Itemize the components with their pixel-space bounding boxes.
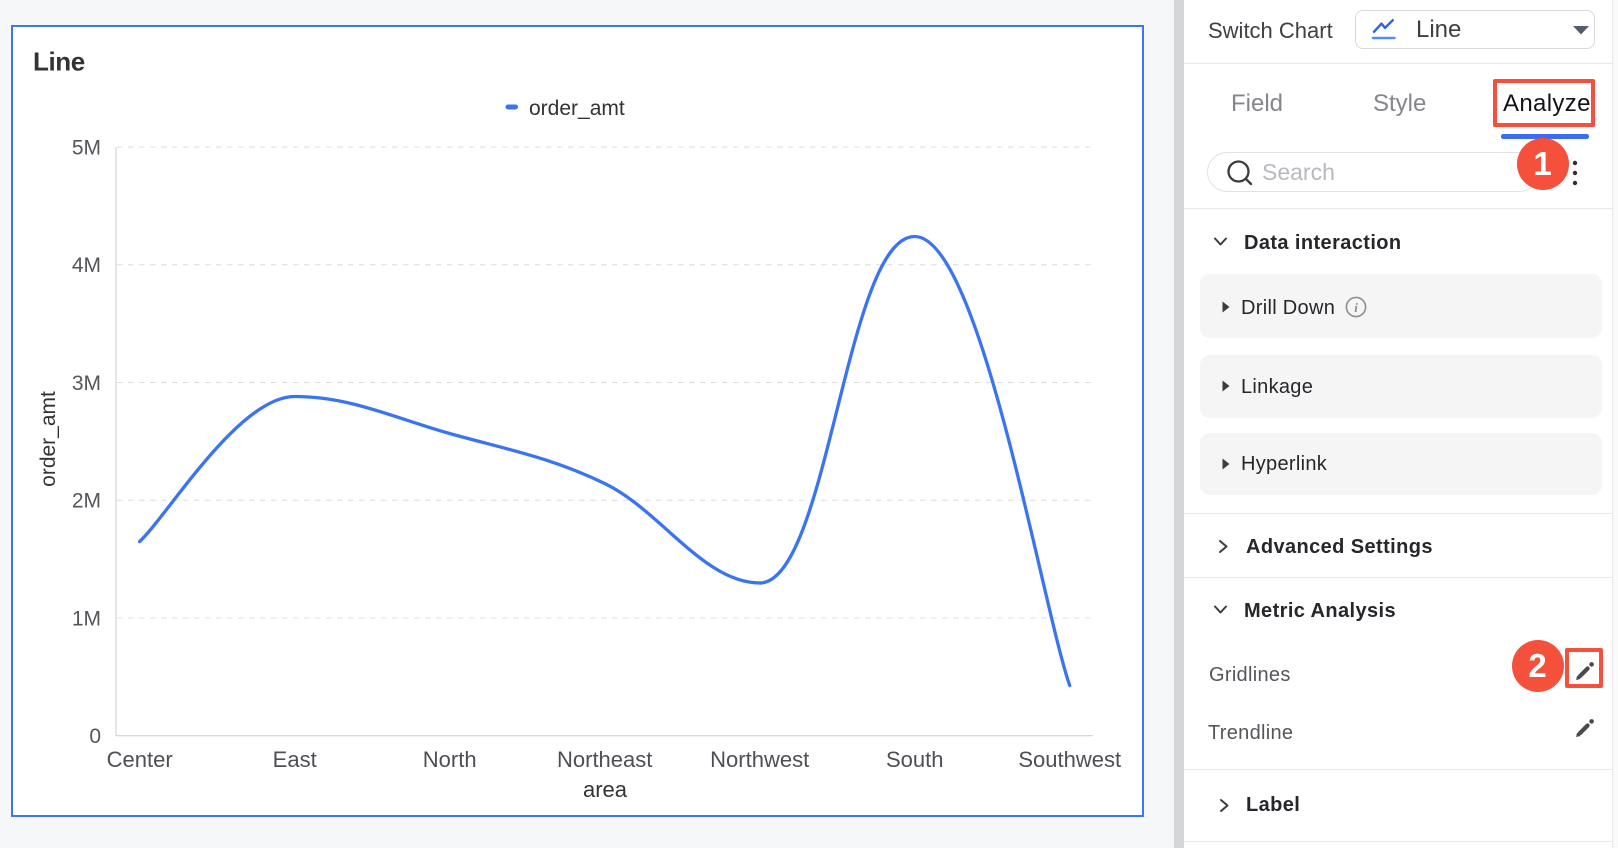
svg-text:North: North [423, 747, 477, 772]
svg-text:2M: 2M [72, 490, 101, 513]
svg-text:5M: 5M [72, 137, 101, 160]
svg-text:Northeast: Northeast [557, 747, 652, 772]
svg-text:4M: 4M [72, 254, 101, 277]
svg-text:Northwest: Northwest [710, 747, 809, 772]
svg-text:order_amt: order_amt [529, 97, 625, 120]
svg-text:East: East [273, 747, 317, 772]
svg-text:area: area [583, 777, 628, 802]
svg-text:Line: Line [33, 47, 85, 77]
svg-text:Southwest: Southwest [1018, 747, 1121, 772]
svg-text:Center: Center [107, 747, 173, 772]
svg-text:0: 0 [89, 725, 101, 748]
svg-text:i: i [1354, 300, 1358, 315]
svg-text:order_amt: order_amt [37, 391, 60, 487]
svg-text:3M: 3M [72, 372, 101, 395]
svg-text:South: South [886, 747, 944, 772]
svg-text:1M: 1M [72, 608, 101, 631]
